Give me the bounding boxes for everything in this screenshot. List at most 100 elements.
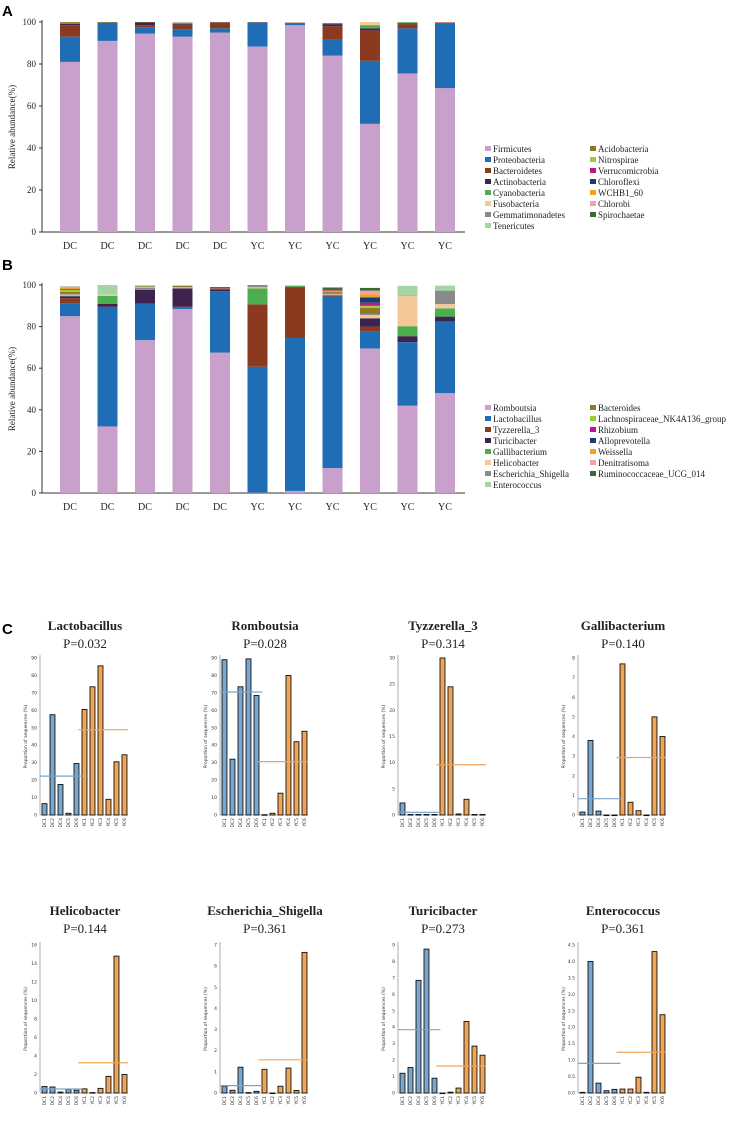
bar-yc5 [471,814,478,816]
bar-segment-tyzzerella_3 [247,304,268,367]
bar-segment-rhizobium [60,288,80,290]
bar-dc2 [587,739,594,816]
bar-segment-helicobacter [360,315,380,319]
p-value: P=0.361 [601,921,645,936]
bar-segment-denitratisoma [60,287,80,288]
x-tick-label: YC4 [286,1096,292,1106]
x-tick-label: YC2 [270,1096,276,1106]
legend-swatch [590,427,596,432]
bar-segment-acidobacteria [322,23,343,25]
x-tick-label: DC4 [596,1096,602,1106]
y-tick-label: 0 [32,227,37,237]
bar-yc4 [463,1021,470,1094]
bar-dc1 [221,1085,228,1094]
y-tick-label: 4 [214,1006,217,1012]
bar-segment-romboutsia [285,490,305,493]
y-tick-label: 80 [211,673,217,679]
bar-segment-lactobacillus [135,303,155,341]
x-tick-label: DC [63,241,77,252]
y-axis-title: Proportion of sequences (%) [561,987,567,1051]
bar-segment-lactobacillus [60,303,80,317]
x-tick-label: YC1 [620,1096,626,1106]
x-tick-label: DC6 [74,818,80,828]
bar-segment-gallibacterium [435,308,455,317]
bar-segment-romboutsia [435,393,455,493]
y-tick-label: 3.0 [568,992,575,998]
bar-yc3 [97,1087,104,1094]
y-tick-label: 4.0 [568,959,575,965]
x-tick-label: YC [326,241,340,252]
bar-segment-escherichia_shigella [322,293,343,295]
y-tick-label: 16 [31,943,37,949]
y-tick-label: 0 [34,1091,37,1097]
x-tick-label: DC6 [254,818,260,828]
y-tick-label: 100 [23,17,37,27]
bar-dc1 [399,1072,406,1094]
legend-label: Chlorobi [598,199,631,209]
bar-segment-turicibacter [97,303,118,307]
bar-yc3 [277,792,284,816]
bar-segment-lactobacillus [435,321,455,394]
legend-label: Verrucomicrobia [598,166,658,176]
bar-segment-enterococcus [135,286,155,288]
x-tick-label: YC [438,241,452,252]
bar-yc2 [447,1091,454,1094]
x-tick-label: YC6 [122,818,128,828]
bar-segment-proteobacteria [360,60,380,124]
y-tick-label: 20 [27,446,37,456]
bar-dc1 [579,811,586,816]
y-tick-label: 7 [572,675,575,681]
x-tick-label: YC1 [620,818,626,828]
x-tick-label: YC1 [440,818,446,828]
x-tick-label: DC [63,502,77,513]
bar-segment-weissella [60,287,80,289]
bar-segment-bacteroidetes [435,22,455,24]
x-tick-label: YC [251,502,265,513]
bar-segment-escherichia_shigella [397,294,418,296]
bar-dc2 [49,714,56,816]
bar-segment-actinobacteria [397,23,418,25]
legend-swatch [485,438,491,443]
bar-yc4 [105,1075,112,1094]
x-tick-label: DC6 [432,818,438,828]
bar-segment-bacteroidetes [397,24,418,29]
legend-label: Helicobacter [493,458,539,468]
y-tick-label: 2 [214,1048,217,1054]
y-tick-label: 80 [31,673,37,679]
bar-segment-romboutsia [135,340,155,493]
panel-label-c: C [2,621,13,638]
bar-segment-helicobacter [397,295,418,327]
bar-segment-firmicutes [135,33,155,232]
y-tick-label: 5 [214,985,217,991]
legend-label: Lachnospiraceae_NK4A136_group [598,414,726,424]
legend-label: Alloprevotella [598,436,650,446]
legend-swatch [485,179,491,184]
bar-yc1 [261,814,268,816]
bar-segment-helicobacter [322,294,343,296]
y-axis-title: Proportion of sequences (%) [561,704,567,768]
x-tick-label: DC1 [222,1096,228,1106]
x-tick-label: YC6 [480,818,486,828]
bar-segment-bacteroidetes [135,25,155,28]
bar-segment-fusobacteria [360,22,380,26]
x-tick-label: YC6 [302,1096,308,1106]
bar-segment-rhizobium [210,287,230,289]
bar-segment-bacteroides [322,292,343,294]
bar-yc2 [269,1092,276,1095]
legend-swatch [485,157,491,162]
y-tick-label: 60 [27,101,37,111]
y-tick-label: 1.5 [568,1041,575,1047]
bar-segment-acidobacteria [60,22,80,23]
bar-dc4 [415,979,422,1094]
legend-label: Chloroflexi [598,177,640,187]
bar-segment-lachnospiraceae_nk4a136_group [360,305,380,308]
legend-label: Gemmatimonadetes [493,210,565,220]
bar-yc4 [643,1091,650,1094]
legend-swatch [590,471,596,476]
x-tick-label: YC6 [122,1096,128,1106]
bar-dc6 [611,814,618,817]
x-tick-label: DC1 [400,818,406,828]
x-tick-label: YC [363,502,377,513]
x-tick-label: YC3 [636,818,642,828]
chart-title: Tyzzerella_3 [408,618,478,633]
